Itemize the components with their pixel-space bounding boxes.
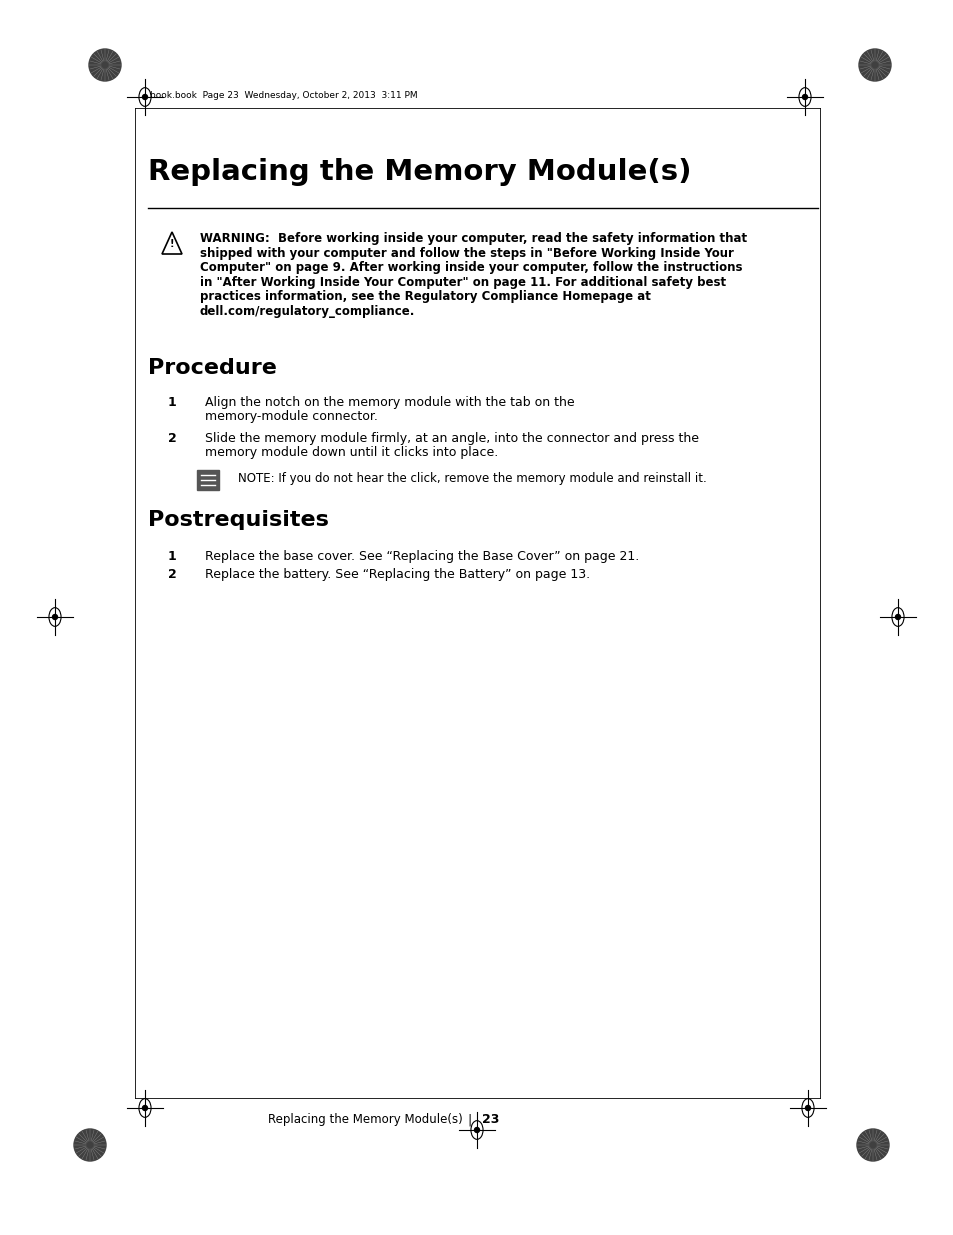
Text: 2: 2 [168,432,176,445]
Circle shape [474,1128,479,1132]
FancyBboxPatch shape [196,471,219,490]
Text: memory-module connector.: memory-module connector. [205,410,377,424]
Text: 1: 1 [168,396,176,409]
Circle shape [856,1129,888,1161]
Text: Replacing the Memory Module(s): Replacing the Memory Module(s) [148,158,691,186]
Circle shape [89,49,121,82]
Circle shape [74,1129,106,1161]
Text: Slide the memory module firmly, at an angle, into the connector and press the: Slide the memory module firmly, at an an… [205,432,699,445]
Circle shape [801,95,806,100]
Text: memory module down until it clicks into place.: memory module down until it clicks into … [205,446,497,459]
Text: Replace the battery. See “Replacing the Battery” on page 13.: Replace the battery. See “Replacing the … [205,568,590,580]
Circle shape [858,49,890,82]
Text: in "After Working Inside Your Computer" on page 11. For additional safety best: in "After Working Inside Your Computer" … [200,275,725,289]
Circle shape [52,615,57,620]
Circle shape [142,1105,148,1110]
Text: NOTE: If you do not hear the click, remove the memory module and reinstall it.: NOTE: If you do not hear the click, remo… [237,472,706,485]
Text: 1: 1 [168,550,176,563]
Text: Postrequisites: Postrequisites [148,510,329,530]
Text: 23: 23 [482,1113,499,1126]
Text: shipped with your computer and follow the steps in "Before Working Inside Your: shipped with your computer and follow th… [200,247,733,259]
Circle shape [142,95,148,100]
Text: book.book  Page 23  Wednesday, October 2, 2013  3:11 PM: book.book Page 23 Wednesday, October 2, … [150,91,417,100]
Text: Replace the base cover. See “Replacing the Base Cover” on page 21.: Replace the base cover. See “Replacing t… [205,550,639,563]
Text: 2: 2 [168,568,176,580]
Text: !: ! [170,240,174,249]
Circle shape [804,1105,810,1110]
Text: Replacing the Memory Module(s): Replacing the Memory Module(s) [268,1113,462,1126]
Text: WARNING:  Before working inside your computer, read the safety information that: WARNING: Before working inside your comp… [200,232,746,245]
Text: dell.com/regulatory_compliance.: dell.com/regulatory_compliance. [200,305,415,317]
Text: Procedure: Procedure [148,358,276,378]
Circle shape [895,615,900,620]
Text: practices information, see the Regulatory Compliance Homepage at: practices information, see the Regulator… [200,290,650,303]
Text: |: | [467,1113,471,1126]
Text: Align the notch on the memory module with the tab on the: Align the notch on the memory module wit… [205,396,574,409]
Text: Computer" on page 9. After working inside your computer, follow the instructions: Computer" on page 9. After working insid… [200,261,741,274]
